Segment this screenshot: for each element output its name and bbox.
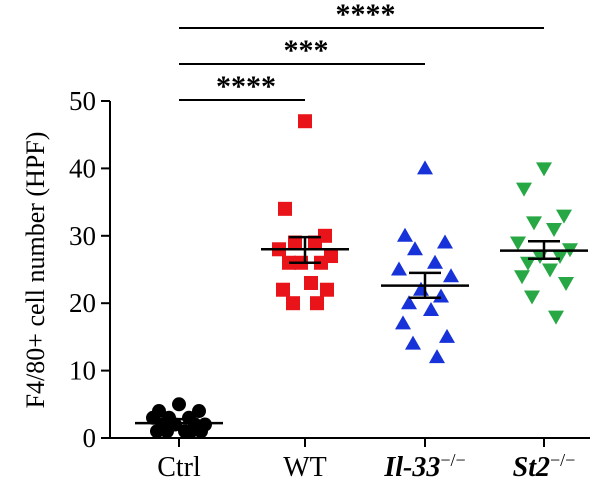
data-point: [288, 235, 302, 250]
data-point: [548, 310, 564, 325]
data-point: [401, 295, 417, 310]
y-tick-label: 20: [69, 288, 96, 318]
x-tick-label-italic: Il-33: [383, 452, 440, 483]
data-point: [433, 288, 449, 303]
data-point: [286, 296, 300, 311]
data-point: [429, 349, 445, 364]
mean-sem-st2: [500, 239, 588, 260]
significance-label: ****: [336, 0, 396, 31]
data-point: [308, 235, 322, 250]
data-point: [310, 296, 324, 311]
y-tick-label: 10: [69, 356, 96, 386]
significance-label: ****: [216, 70, 276, 103]
data-point: [320, 282, 334, 297]
data-point: [552, 250, 568, 265]
x-tick-label-superscript: −/−: [440, 450, 465, 470]
data-point: [192, 404, 206, 419]
x-tick-label-st2: St2−/−: [513, 450, 576, 483]
data-point: [395, 315, 411, 330]
y-tick-label: 30: [69, 221, 96, 251]
data-point: [536, 162, 552, 177]
x-tick-label-wt: WT: [283, 452, 327, 483]
data-point: [542, 263, 558, 278]
mean-sem-ctrl: [135, 417, 223, 429]
x-tick-label-ctrl: Ctrl: [157, 452, 201, 483]
significance-label: ***: [284, 34, 329, 67]
data-points: [146, 114, 578, 439]
data-point: [556, 209, 572, 224]
data-point: [514, 270, 530, 285]
x-tick-label-superscript: −/−: [550, 450, 575, 470]
data-point: [520, 256, 536, 271]
significance-brackets: ***********: [179, 0, 544, 103]
y-tick-label: 0: [83, 423, 97, 453]
data-point: [298, 114, 312, 129]
data-point: [427, 254, 443, 269]
data-point: [413, 281, 429, 296]
x-tick-label-text: WT: [283, 452, 327, 483]
x-tick-label-italic: St2: [513, 452, 550, 483]
data-point: [417, 160, 433, 175]
data-point: [558, 276, 574, 291]
data-point: [276, 282, 290, 297]
data-point: [546, 223, 562, 238]
data-point: [405, 335, 421, 350]
data-point: [407, 241, 423, 256]
data-point: [524, 290, 540, 305]
y-tick-label: 40: [69, 153, 96, 183]
data-point: [439, 328, 455, 343]
data-point: [437, 234, 453, 249]
data-point: [146, 410, 160, 425]
data-point: [391, 261, 407, 276]
data-point: [172, 397, 186, 412]
mean-sem-wt: [261, 235, 349, 265]
y-axis-title: F4/80+ cell number (HPF): [21, 132, 50, 409]
series-ctrl: [146, 397, 212, 439]
y-tick-label: 50: [69, 86, 96, 116]
data-point: [194, 424, 208, 439]
data-point: [423, 301, 439, 316]
data-point: [278, 201, 292, 216]
series-wt: [272, 114, 338, 311]
x-tick-label-il33: Il-33−/−: [383, 450, 465, 483]
mean-sem-il33: [381, 271, 469, 300]
data-point: [150, 424, 164, 439]
data-point: [516, 182, 532, 197]
x-tick-label-text: Ctrl: [157, 452, 201, 483]
data-point: [304, 275, 318, 290]
data-point: [397, 227, 413, 242]
mean-sem-bars: [135, 235, 588, 429]
data-point: [526, 216, 542, 231]
series-il33: [391, 160, 459, 364]
series-st2: [510, 162, 578, 325]
data-point: [443, 268, 459, 283]
data-point: [510, 236, 526, 251]
